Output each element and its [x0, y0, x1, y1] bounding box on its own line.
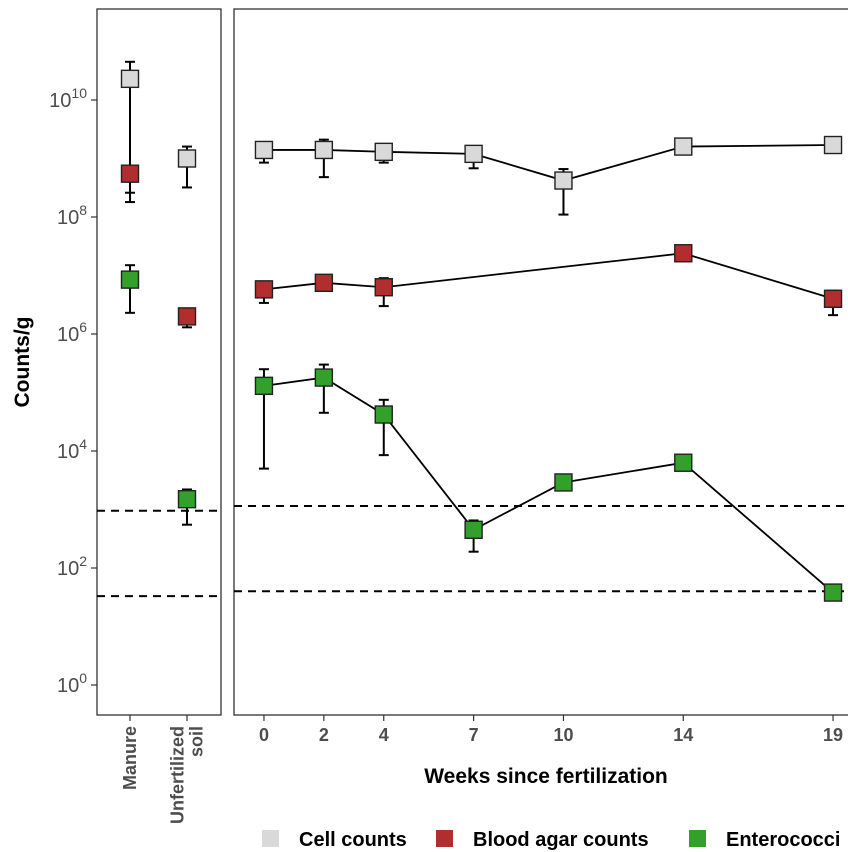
reference-x-tick-labels: Manure Unfertilized soil: [120, 715, 207, 824]
y-tick-label: 104: [57, 436, 87, 463]
y-tick-label: 1010: [49, 85, 87, 112]
legend: Cell counts Blood agar counts Enterococci: [262, 829, 840, 851]
y-tick-exponent: 4: [79, 436, 87, 452]
time-course-x-tick-labels: 0 2 4 7 10 14 19: [259, 715, 843, 745]
cell-counts-point: [177, 149, 197, 168]
y-tick-exponent: 0: [79, 670, 87, 686]
time-course-data-marks: [254, 135, 843, 602]
reference-detection-limits: [97, 509, 221, 598]
blood-agar-counts-point: [254, 280, 274, 299]
legend-swatch-blood-agar-counts: [436, 830, 453, 847]
enterococci-point: [374, 405, 393, 424]
legend-swatch-cell-counts: [262, 830, 279, 847]
y-tick-exponent: 2: [79, 553, 87, 569]
blood-agar-counts-point: [177, 307, 197, 326]
x-tick-label: 7: [469, 725, 479, 745]
x-tick-label: 10: [553, 725, 573, 745]
y-tick-base: 10: [57, 441, 79, 463]
x-tick-label: 19: [823, 725, 843, 745]
y-tick-label: 108: [57, 202, 87, 229]
cell-counts-point: [823, 135, 843, 155]
blood-agar-counts-point: [374, 278, 393, 297]
y-tick-label: 102: [57, 553, 87, 580]
time-course-detection-limits: [234, 504, 848, 593]
reference-panel: Manure Unfertilized soil: [96, 8, 222, 824]
blood-agar-counts-point: [674, 244, 693, 263]
legend-label-cell-counts: Cell counts: [299, 829, 407, 851]
legend-label-blood-agar-counts: Blood agar counts: [473, 829, 649, 851]
x-tick-label: 4: [379, 725, 389, 745]
time-course-panel: 0 2 4 7 10 14 19: [233, 8, 848, 745]
enterococci-point: [314, 368, 334, 387]
y-tick-base: 10: [57, 675, 79, 697]
x-tick-label: Manure: [120, 726, 140, 790]
x-tick-label: soil: [187, 726, 207, 757]
y-tick-label: 106: [57, 319, 87, 346]
y-tick-exponent: 6: [79, 319, 87, 335]
x-tick-label: Unfertilized: [168, 726, 188, 824]
x-tick-label: 2: [319, 725, 329, 745]
cell-counts-point: [374, 142, 393, 162]
y-tick-exponent: 10: [71, 85, 87, 101]
cell-counts-point: [254, 140, 274, 160]
enterococci-point: [254, 376, 274, 396]
time-course-series-lines: [263, 144, 834, 594]
cell-counts-point: [464, 144, 483, 164]
blood-agar-counts-point: [314, 273, 334, 293]
y-axis-title: Counts/g: [11, 317, 34, 408]
blood-agar-counts-point: [823, 289, 843, 308]
reference-data-marks: [120, 60, 197, 526]
legend-swatch-enterococci: [689, 830, 706, 847]
enterococci-point: [177, 489, 197, 509]
y-tick-exponent: 8: [79, 202, 87, 218]
legend-label-enterococci: Enterococci: [726, 829, 840, 851]
cell-counts-point: [674, 137, 693, 156]
cell-counts-line: [263, 144, 834, 182]
x-tick-label: 14: [673, 725, 693, 745]
enterococci-point: [674, 453, 693, 472]
enterococci-point: [554, 473, 573, 492]
time-course-panel-frame: [233, 8, 848, 716]
cell-counts-point: [554, 171, 573, 190]
y-tick-base: 10: [49, 90, 71, 112]
x-tick-label: 0: [259, 725, 269, 745]
reference-panel-frame: [96, 8, 222, 716]
y-tick-label: 100: [57, 670, 87, 697]
cell-counts-point: [314, 140, 334, 160]
enterococci-line: [263, 376, 834, 594]
blood-agar-counts-line: [263, 252, 834, 300]
y-tick-base: 10: [57, 558, 79, 580]
x-axis-title: Weeks since fertilization: [424, 765, 668, 788]
blood-agar-counts-point: [120, 164, 140, 183]
cell-counts-point: [120, 69, 140, 89]
y-tick-base: 10: [57, 207, 79, 229]
y-tick-base: 10: [57, 324, 79, 346]
enterococci-point: [120, 270, 140, 289]
enterococci-point: [464, 520, 483, 539]
enterococci-point: [823, 583, 843, 602]
